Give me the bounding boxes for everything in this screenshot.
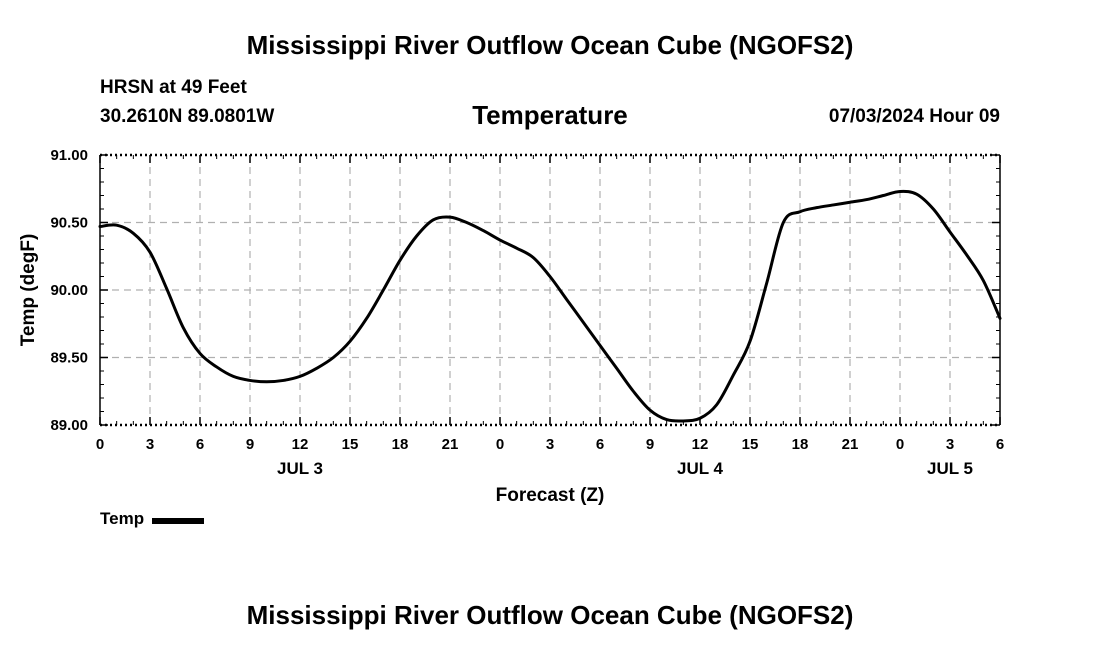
x-tick-label: 15	[342, 436, 359, 453]
y-tick-label: 89.00	[50, 417, 88, 434]
x-tick-label: 0	[96, 436, 104, 453]
x-tick-label: 3	[946, 436, 954, 453]
x-tick-label: 6	[196, 436, 204, 453]
x-tick-label: 21	[842, 436, 859, 453]
x-axis-title: Forecast (Z)	[496, 485, 605, 506]
footer-title: Mississippi River Outflow Ocean Cube (NG…	[246, 600, 854, 630]
x-tick-label: 0	[896, 436, 904, 453]
x-tick-label: 9	[246, 436, 254, 453]
x-tick-label: 12	[692, 436, 709, 453]
forecast-datetime: 07/03/2024 Hour 09	[828, 106, 1000, 127]
axes	[99, 153, 1001, 427]
x-tick-label: 6	[596, 436, 604, 453]
station-coordinates: 30.2610N 89.0801W	[100, 106, 275, 127]
y-tick-label: 90.50	[50, 215, 88, 232]
series-layer	[98, 189, 1002, 423]
x-tick-label: 9	[646, 436, 654, 453]
date-label: JUL 4	[677, 459, 724, 478]
y-axis-title: Temp (degF)	[18, 234, 39, 347]
legend: Temp	[100, 509, 205, 529]
series-line-temp	[98, 189, 1002, 423]
station-label: HRSN at 49 Feet	[100, 77, 247, 98]
x-tick-label: 21	[442, 436, 459, 453]
x-tick-label: 18	[792, 436, 809, 453]
axis-labels: 0 3 6 9 12 15 18 21 0 3 6 9 12 15 18 21 0 3 6 89.00 89.50 90.…	[18, 147, 1004, 506]
y-tick-label: 91.00	[50, 147, 88, 164]
y-tick-label: 89.50	[50, 350, 88, 367]
x-tick-label: 15	[742, 436, 759, 453]
chart-title: Mississippi River Outflow Ocean Cube (NG…	[246, 30, 854, 60]
x-tick-label: 18	[392, 436, 409, 453]
chart-subtitle: Temperature	[472, 100, 628, 130]
x-tick-label: 0	[496, 436, 504, 453]
x-tick-label: 3	[546, 436, 554, 453]
legend-line-swatch	[152, 517, 205, 524]
legend-label: Temp	[100, 509, 145, 528]
x-tick-label: 12	[292, 436, 309, 453]
y-tick-label: 90.00	[50, 282, 88, 299]
grid	[100, 155, 1000, 425]
x-tick-label: 6	[996, 436, 1004, 453]
date-label: JUL 3	[277, 459, 323, 478]
x-tick-label: 3	[146, 436, 154, 453]
date-label: JUL 5	[927, 459, 973, 478]
